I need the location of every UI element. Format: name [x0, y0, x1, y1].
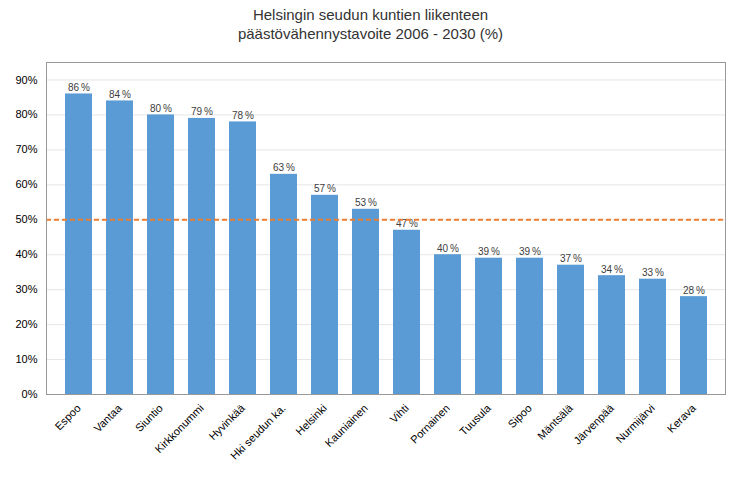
- svg-text:Tuusula: Tuusula: [457, 401, 493, 437]
- svg-text:Mäntsälä: Mäntsälä: [535, 401, 576, 442]
- svg-text:50%: 50%: [15, 213, 37, 225]
- svg-text:Kauniainen: Kauniainen: [322, 401, 369, 448]
- svg-text:30%: 30%: [15, 283, 37, 295]
- svg-text:Kerava: Kerava: [665, 401, 699, 435]
- svg-text:39 %: 39 %: [519, 246, 541, 257]
- svg-text:Nurmijärvi: Nurmijärvi: [613, 401, 656, 444]
- svg-text:80%: 80%: [15, 108, 37, 120]
- svg-text:53 %: 53 %: [355, 197, 377, 208]
- svg-text:60%: 60%: [15, 178, 37, 190]
- svg-text:20%: 20%: [15, 318, 37, 330]
- svg-text:39 %: 39 %: [478, 246, 500, 257]
- svg-text:80 %: 80 %: [150, 102, 172, 113]
- svg-text:33 %: 33 %: [642, 267, 664, 278]
- svg-text:90%: 90%: [15, 73, 37, 85]
- svg-text:40 %: 40 %: [437, 242, 459, 253]
- svg-text:40%: 40%: [15, 248, 37, 260]
- svg-text:86 %: 86 %: [68, 81, 90, 92]
- svg-text:0%: 0%: [22, 388, 38, 400]
- svg-text:Espoo: Espoo: [52, 401, 83, 432]
- svg-text:Siuntio: Siuntio: [133, 401, 165, 433]
- svg-text:Vantaa: Vantaa: [91, 401, 124, 434]
- svg-text:Hki seudun ka.: Hki seudun ka.: [228, 401, 288, 461]
- svg-text:79 %: 79 %: [191, 106, 213, 117]
- svg-text:Sipoo: Sipoo: [506, 401, 534, 429]
- svg-text:Pornainen: Pornainen: [408, 401, 452, 445]
- svg-text:Kirkkonummi: Kirkkonummi: [152, 401, 205, 454]
- svg-text:47 %: 47 %: [396, 217, 418, 229]
- svg-text:Järvenpää: Järvenpää: [571, 401, 616, 446]
- svg-text:Vihti: Vihti: [387, 401, 410, 424]
- html-text:Helsingin seudun kuntien liike: Helsingin seudun kuntien liikenteen pääs…: [237, 6, 504, 42]
- svg-text:Helsinki: Helsinki: [293, 401, 329, 437]
- svg-text:63 %: 63 %: [273, 162, 295, 173]
- svg-text:84 %: 84 %: [109, 88, 131, 99]
- svg-text:57 %: 57 %: [314, 183, 336, 194]
- svg-text:70%: 70%: [15, 143, 37, 155]
- svg-text:78 %: 78 %: [232, 109, 254, 120]
- svg-text:37 %: 37 %: [560, 253, 582, 264]
- svg-text:28 %: 28 %: [683, 284, 705, 295]
- svg-text:Hyvinkää: Hyvinkää: [206, 401, 247, 442]
- svg-text:34 %: 34 %: [601, 263, 623, 274]
- svg-text:10%: 10%: [15, 353, 37, 365]
